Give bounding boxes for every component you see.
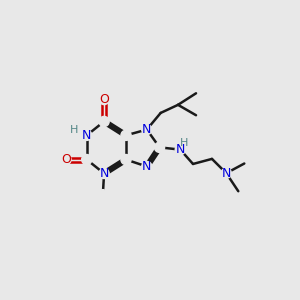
Circle shape xyxy=(121,130,131,140)
Circle shape xyxy=(100,190,106,196)
Circle shape xyxy=(175,145,185,155)
Text: N: N xyxy=(82,129,92,142)
Text: N: N xyxy=(142,123,152,136)
Circle shape xyxy=(142,161,152,172)
Circle shape xyxy=(121,154,131,165)
Circle shape xyxy=(99,116,109,127)
Circle shape xyxy=(99,94,109,105)
Text: N: N xyxy=(99,167,109,180)
Circle shape xyxy=(99,168,109,178)
Text: N: N xyxy=(222,167,231,180)
Circle shape xyxy=(142,124,152,135)
Circle shape xyxy=(154,142,165,152)
Text: H: H xyxy=(180,138,189,148)
Circle shape xyxy=(61,154,71,165)
Circle shape xyxy=(221,168,231,178)
Text: N: N xyxy=(142,160,152,173)
Text: O: O xyxy=(99,93,109,106)
Circle shape xyxy=(82,130,92,140)
Text: N: N xyxy=(176,143,185,156)
Text: O: O xyxy=(61,153,71,166)
Circle shape xyxy=(82,154,92,165)
Text: H: H xyxy=(70,124,78,135)
